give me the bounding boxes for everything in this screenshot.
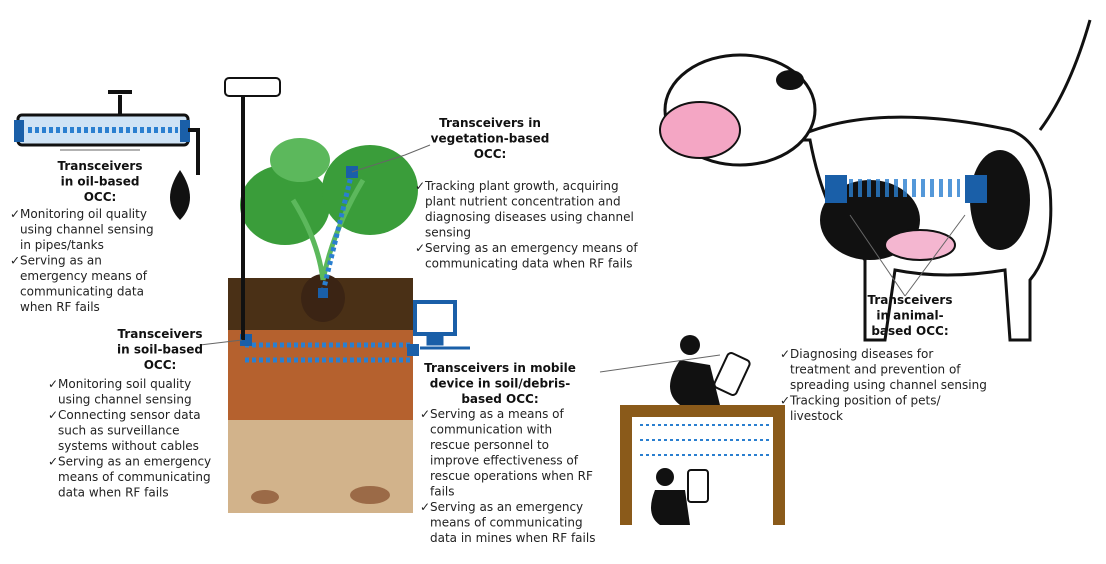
diagram: Transceiversin oil-basedOCC:✓Monitoring …	[0, 0, 1106, 564]
bullet-line: emergency means of	[20, 269, 148, 283]
section-title: Transceivers in mobile	[424, 361, 576, 375]
section-title: Transceivers	[58, 159, 143, 173]
bullet-line: means of communicating	[430, 516, 583, 530]
section-title: device in soil/debris-	[430, 377, 570, 391]
section-title: Transceivers	[118, 327, 203, 341]
section-title: OCC:	[474, 147, 507, 161]
section-title: in soil-based	[117, 343, 203, 357]
bullet-line: plant nutrient concentration and	[425, 195, 621, 209]
bullet-line: treatment and prevention of	[790, 363, 961, 377]
section-title: in oil-based	[61, 175, 140, 189]
bullet-line: ✓Monitoring oil quality	[10, 207, 147, 221]
bullet-line: using channel sensing	[20, 223, 154, 237]
cow	[660, 20, 1090, 340]
bullet-line: communication with	[430, 423, 552, 437]
bullet-line: ✓Connecting sensor data	[48, 408, 201, 422]
bullet-line: such as surveillance	[58, 424, 180, 438]
bullet-line: ✓Serving as an	[10, 254, 102, 268]
bullet-line: ✓Tracking position of pets/	[780, 394, 942, 408]
bullet-line: rescue operations when RF	[430, 469, 593, 483]
bullet-line: livestock	[790, 409, 843, 423]
bullet-line: data when RF fails	[58, 486, 169, 500]
section-title: OCC:	[144, 358, 177, 372]
bullet-line: diagnosing diseases using channel	[425, 210, 634, 224]
bullet-line: ✓Serving as an emergency	[48, 455, 211, 469]
bullet-line: in pipes/tanks	[20, 238, 104, 252]
bullet-line: fails	[430, 485, 455, 499]
rescue-scene	[620, 335, 785, 525]
section-title: OCC:	[84, 190, 117, 204]
bullet-line: ✓Diagnosing diseases for	[780, 347, 933, 361]
bullet-line: spreading using channel sensing	[790, 378, 987, 392]
bullet-line: ✓Monitoring soil quality	[48, 377, 191, 391]
bullet-line: means of communicating	[58, 470, 211, 484]
bullet-line: rescue personnel to	[430, 438, 549, 452]
section-title: Transceivers	[868, 293, 953, 307]
bullet-line: ✓Serving as a means of	[420, 407, 564, 421]
bullet-line: sensing	[425, 226, 471, 240]
section-title: in animal-	[876, 309, 943, 323]
bullet-line: ✓Tracking plant growth, acquiring	[415, 179, 619, 193]
bullet-line: communicating data when RF fails	[425, 257, 633, 271]
bullet-line: when RF fails	[20, 300, 100, 314]
soil-block	[228, 274, 419, 513]
computer	[415, 302, 470, 348]
bullet-line: communicating data	[20, 285, 144, 299]
bullet-line: improve effectiveness of	[430, 454, 579, 468]
section-title: vegetation-based	[431, 132, 550, 146]
section-title: based OCC:	[461, 392, 538, 406]
bullet-line: data in mines when RF fails	[430, 531, 595, 545]
bullet-line: systems without cables	[58, 439, 199, 453]
bullet-line: ✓Serving as an emergency	[420, 500, 583, 514]
bullet-line: using channel sensing	[58, 393, 192, 407]
section-title: Transceivers in	[439, 116, 541, 130]
plant	[240, 138, 418, 298]
bullet-line: ✓Serving as an emergency means of	[415, 241, 638, 255]
section-title: based OCC:	[871, 324, 948, 338]
